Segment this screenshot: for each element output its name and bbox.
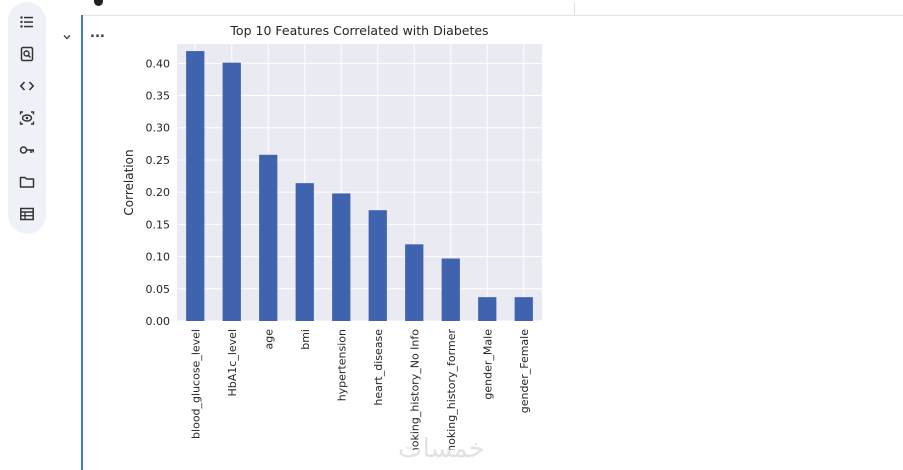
bar [405, 244, 424, 321]
data-table-button[interactable] [15, 202, 39, 226]
x-tick-label: hypertension [335, 329, 348, 401]
watermark-logo: خمسات [398, 434, 485, 464]
y-tick-label: 0.25 [146, 154, 171, 167]
y-axis-label: Correlation [122, 149, 136, 215]
table-of-contents-icon [20, 16, 33, 28]
y-tick-label: 0.20 [146, 186, 171, 199]
y-tick-label: 0.05 [146, 283, 171, 296]
left-icon-rail [8, 2, 46, 234]
x-tick-label: blood_glucose_level [189, 329, 202, 439]
y-tick-label: 0.30 [146, 122, 171, 135]
bar [332, 193, 351, 321]
output-actions-menu[interactable]: ... [90, 26, 105, 41]
table-of-contents-button[interactable] [15, 10, 39, 34]
find-replace-icon [20, 46, 34, 62]
y-tick-label: 0.10 [146, 251, 171, 264]
x-tick-label: smoking_history_No Info [408, 329, 421, 450]
chart-title: Top 10 Features Correlated with Diabetes [229, 23, 488, 38]
find-replace-button[interactable] [15, 42, 39, 66]
data-table-icon [20, 207, 34, 221]
active-cell-indicator [81, 15, 83, 470]
bar [514, 297, 533, 321]
x-tick-label: heart_disease [372, 329, 385, 406]
bar [368, 210, 387, 321]
variables-icon [19, 111, 35, 125]
files-button[interactable] [15, 170, 39, 194]
x-tick-label: gender_Female [518, 329, 531, 413]
x-tick-label: gender_Male [481, 329, 494, 400]
x-tick-label: smoking_history_former [445, 329, 458, 450]
y-tick-label: 0.00 [146, 315, 171, 328]
bar [441, 258, 460, 321]
bar [259, 154, 278, 321]
plot-area: 0.00 0.05 0.10 0.15 0.20 0.25 0.30 0.35 0.40 bloo… [146, 44, 542, 450]
cell-divider-tick [574, 2, 575, 15]
bar [478, 297, 497, 321]
x-tick-label: bmi [299, 329, 312, 350]
bar [186, 51, 205, 321]
y-tick-label: 0.15 [146, 218, 171, 231]
code-snippets-icon [19, 81, 35, 91]
secrets-key-icon [19, 146, 34, 154]
variables-button[interactable] [15, 106, 39, 130]
y-tick-label: 0.40 [146, 57, 171, 70]
y-tick-label: 0.35 [146, 90, 171, 103]
chevron-down-icon [63, 35, 71, 40]
bar [222, 62, 241, 321]
files-folder-icon [19, 176, 35, 188]
code-snippets-button[interactable] [15, 74, 39, 98]
collapse-output-button[interactable] [60, 30, 74, 44]
previous-cell-edge [94, 0, 103, 6]
correlation-bar-chart: Top 10 Features Correlated with Diabetes… [122, 23, 542, 450]
secrets-button[interactable] [15, 138, 39, 162]
x-tick-label: HbA1c_level [226, 329, 239, 396]
x-tick-label: age [262, 329, 275, 350]
cell-divider [82, 15, 903, 16]
bar [295, 183, 314, 321]
